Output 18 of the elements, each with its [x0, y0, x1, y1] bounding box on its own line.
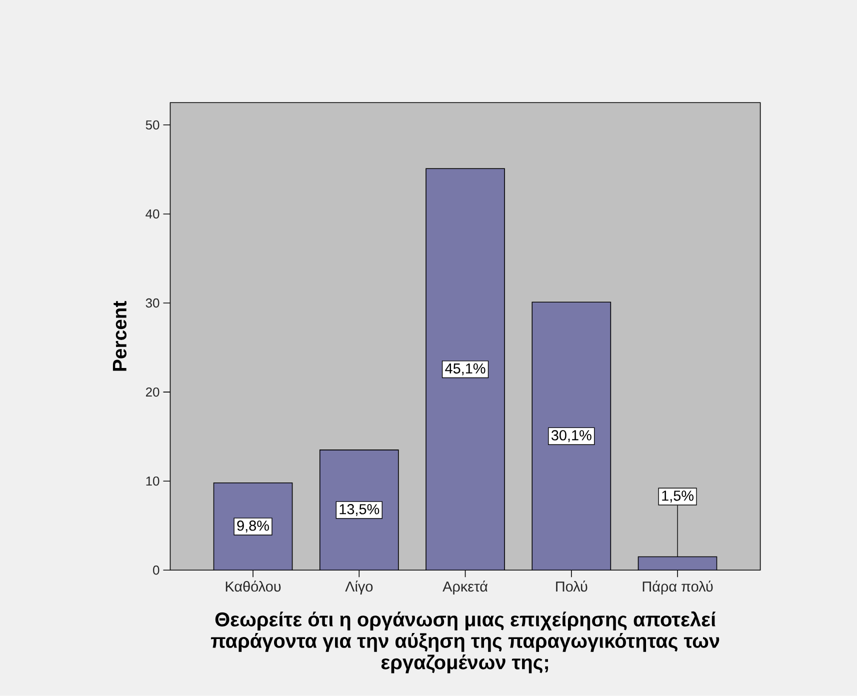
- data-label: 1,5%: [662, 490, 694, 503]
- x-tick-label: Αρκετά: [442, 580, 488, 595]
- data-label: 9,8%: [237, 520, 269, 533]
- y-tick-label: 50: [146, 120, 160, 130]
- x-tick-label: Λίγο: [345, 580, 373, 595]
- y-axis-title: Percent: [112, 301, 127, 371]
- data-label: 13,5%: [340, 504, 380, 516]
- x-tick-label: Πολύ: [556, 580, 588, 592]
- data-label: 45,1%: [445, 364, 486, 376]
- y-tick-label: 30: [146, 298, 160, 308]
- y-tick-label: 20: [146, 388, 160, 397]
- x-axis-title: Θεωρείτε ότι η οργάνωση μιας επιχείρησης αποτελεί παράγοντα για την αύξηση της παραγωγικότητας των εργαζομένων της;: [210, 611, 720, 674]
- y-tick-label: 0: [153, 566, 160, 575]
- x-tick-label: Πάρα πολύ: [642, 580, 713, 595]
- x-tick-label: Καθόλου: [226, 580, 281, 592]
- y-tick-label: 10: [146, 476, 160, 486]
- y-tick-label: 40: [146, 209, 160, 219]
- data-label: 30,1%: [551, 430, 592, 442]
